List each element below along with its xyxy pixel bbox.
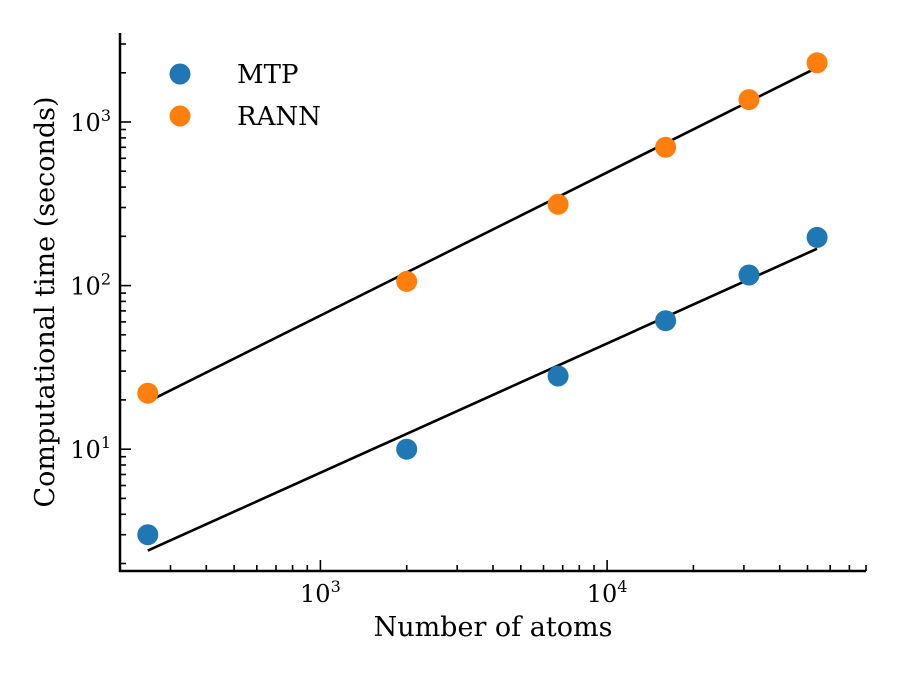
axes xyxy=(118,33,866,573)
x-axis-label: Number of atoms xyxy=(374,612,613,643)
fit-line-rann xyxy=(147,66,818,403)
fit-line-mtp xyxy=(147,247,818,552)
tick-labels: 103 104 101 102 103 xyxy=(70,106,627,608)
legend-marker-mtp xyxy=(169,63,191,85)
point-rann-2 xyxy=(547,193,569,215)
legend-label-rann: RANN xyxy=(237,102,321,132)
point-rann-5 xyxy=(806,52,828,74)
ticks xyxy=(119,43,867,571)
legend-marker-rann xyxy=(169,105,191,127)
point-rann-1 xyxy=(396,270,418,292)
y-tick-label-1: 101 xyxy=(70,433,111,464)
point-mtp-0 xyxy=(137,524,159,546)
data-points xyxy=(137,52,828,546)
x-tick-label-3: 103 xyxy=(300,577,341,608)
point-mtp-4 xyxy=(738,264,760,286)
point-mtp-5 xyxy=(806,226,828,248)
point-mtp-3 xyxy=(655,310,677,332)
legend-label-mtp: MTP xyxy=(237,60,298,90)
y-axis-label: Computational time (seconds) xyxy=(30,96,61,507)
point-mtp-1 xyxy=(396,438,418,460)
y-tick-label-2: 102 xyxy=(70,270,111,301)
point-rann-3 xyxy=(655,136,677,158)
x-tick-label-4: 104 xyxy=(587,577,628,608)
point-rann-4 xyxy=(738,89,760,111)
point-rann-0 xyxy=(137,382,159,404)
point-mtp-2 xyxy=(547,365,569,387)
y-tick-label-3: 103 xyxy=(70,106,111,137)
fit-lines xyxy=(147,66,818,552)
legend: MTP RANN xyxy=(169,60,321,132)
